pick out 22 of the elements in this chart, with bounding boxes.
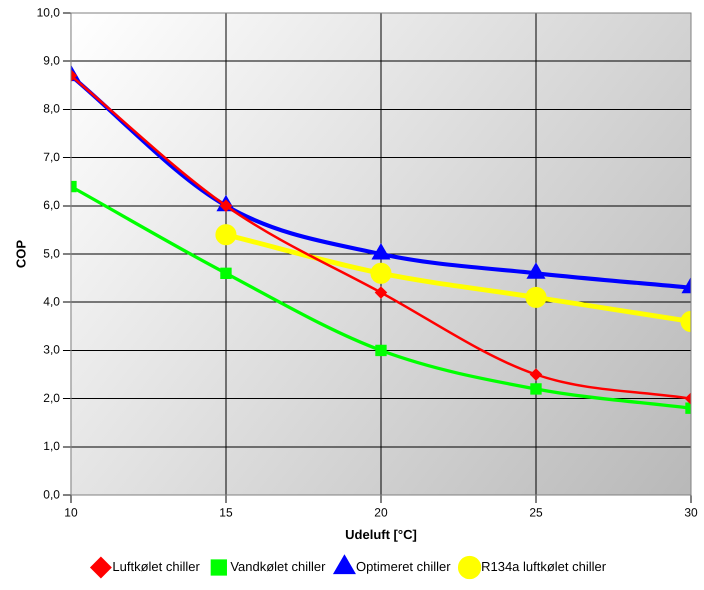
x-axis-title: Udeluft [°C] [345,526,417,542]
y-tick-label: 1,0 [43,439,60,454]
y-tick-label: 7,0 [43,150,60,164]
x-tick-label: 25 [529,506,543,520]
y-tick-label: 9,0 [43,54,60,68]
x-tick-label: 15 [219,506,233,520]
legend-label: Luftkølet chiller [112,559,200,574]
x-tick-label: 10 [64,506,78,520]
y-tick-label: 10,0 [36,5,60,20]
y-tick-label: 0,0 [43,487,60,502]
y-axis-title: COP [13,240,28,268]
y-tick-label: 6,0 [43,198,60,212]
y-tick-label: 2,0 [43,390,60,405]
x-tick-label: 20 [374,506,388,520]
legend-label: R134a luftkølet chiller [481,559,607,574]
x-tick-label: 30 [684,506,698,520]
y-tick-label: 4,0 [43,294,60,309]
legend-label: Optimeret chiller [356,559,452,574]
y-tick-label: 3,0 [43,342,60,357]
legend-label: Vandkølet chiller [230,559,326,574]
y-tick-label: 5,0 [43,246,60,260]
y-tick-label: 8,0 [43,102,60,116]
